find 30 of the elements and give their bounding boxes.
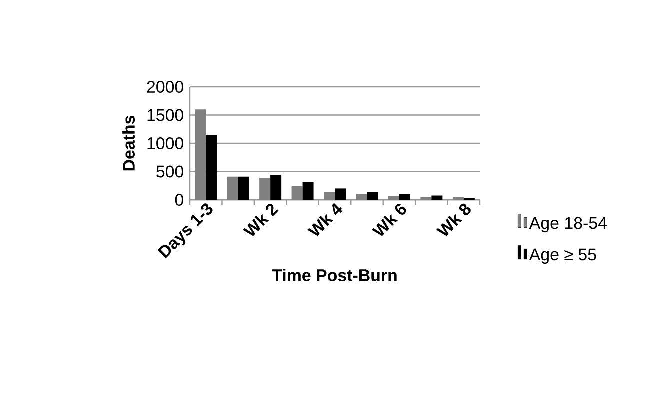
bar	[270, 175, 282, 200]
y-tick-label: 2000	[147, 81, 184, 93]
x-tick-label: Wk 4	[308, 203, 343, 236]
legend-label: Age 18-54	[529, 217, 607, 233]
bar	[238, 176, 250, 200]
x-axis-title: Time Post-Burn	[272, 269, 397, 282]
bar	[335, 188, 346, 200]
x-tick-label: Wk 6	[372, 204, 406, 236]
bar	[367, 192, 378, 200]
x-tick-label: Wk 8	[436, 204, 471, 236]
bar	[324, 192, 336, 200]
y-tick-label: 500	[156, 166, 184, 178]
bar	[452, 197, 464, 200]
y-tick-label: 1500	[148, 109, 184, 122]
bar	[302, 182, 314, 200]
y-axis-title: Deaths	[122, 116, 136, 171]
bar	[227, 176, 238, 200]
bar	[356, 194, 368, 200]
bar	[388, 196, 400, 200]
y-tick-label: 1000	[148, 138, 184, 150]
legend-label: Age ≥ 55	[529, 248, 596, 264]
bar	[432, 196, 443, 200]
bar	[399, 194, 410, 200]
bar	[260, 178, 271, 200]
bar	[420, 197, 432, 200]
bar	[292, 186, 303, 200]
bar	[195, 110, 206, 200]
x-tick-label: Wk 2	[243, 204, 279, 236]
y-tick-label: 0	[175, 194, 184, 206]
bar	[206, 135, 218, 200]
